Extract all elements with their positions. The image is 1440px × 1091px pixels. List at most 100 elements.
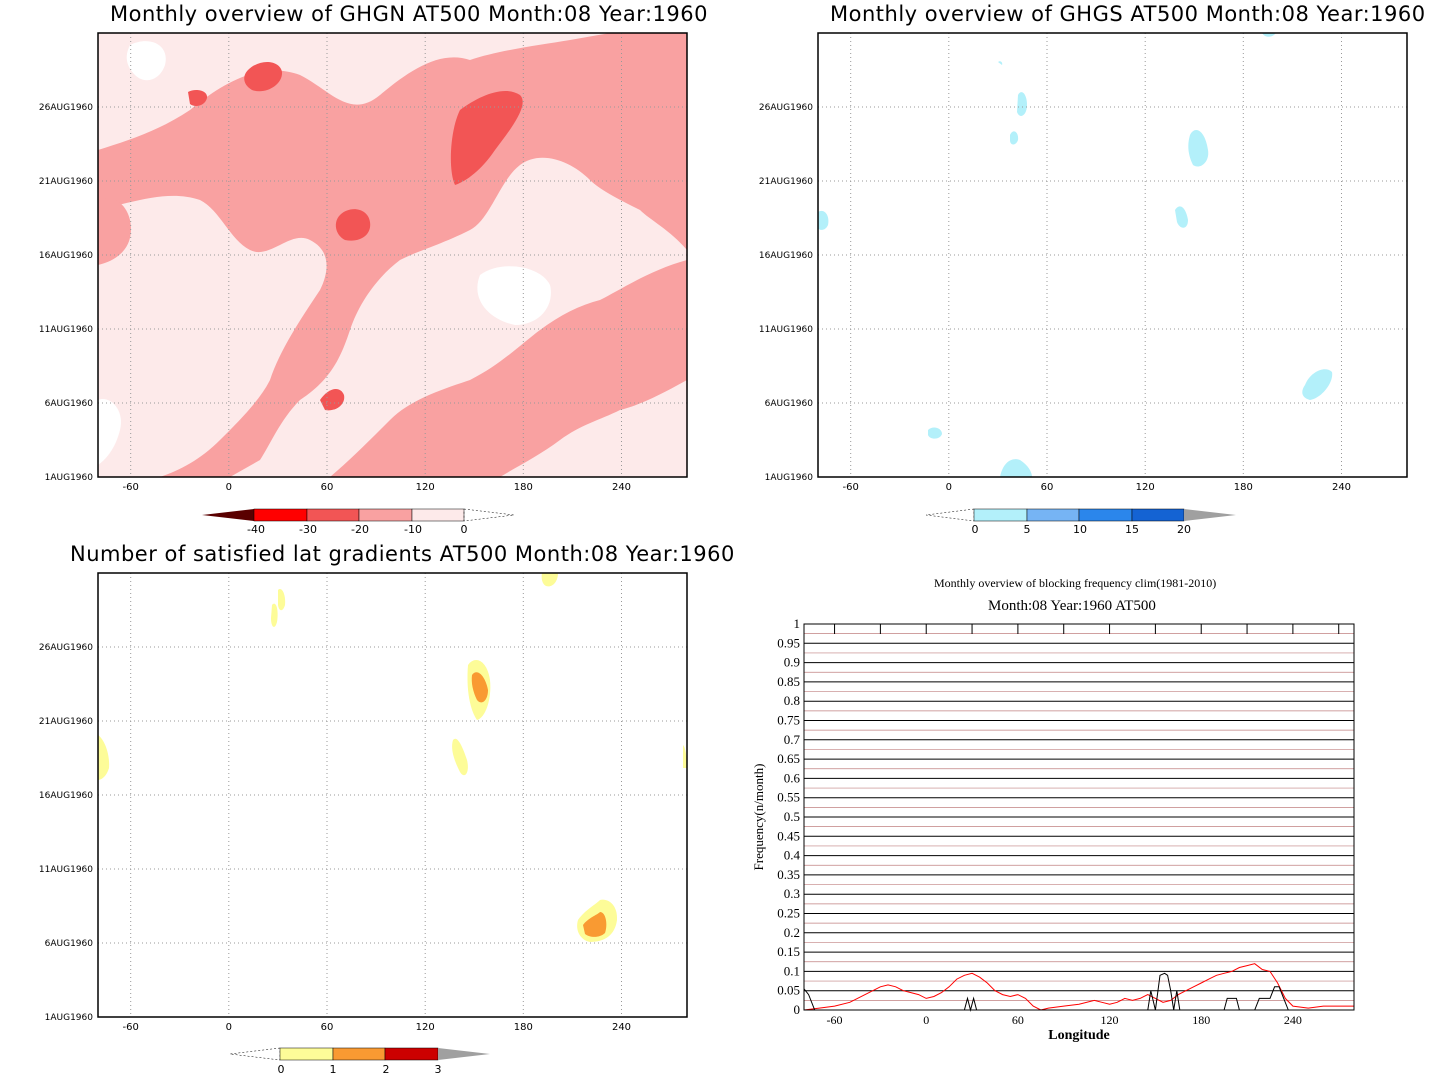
panel4-ytick-label: 0.05: [777, 983, 800, 998]
panel1-xtick-label: 0: [226, 482, 232, 493]
panel1-colorbar-label: -10: [404, 523, 422, 536]
panel3-title: Number of satisfied lat gradients AT500 …: [70, 542, 735, 566]
panel1-ytick-label: 11AUG1960: [39, 325, 93, 335]
panel1-colorbar-label: 0: [461, 523, 468, 536]
panel4-ytick-labels: 0 0.05 0.1 0.15 0.2 0.25 0.3 0.35 0.4 0.45 0.5 0.55…: [777, 616, 800, 1017]
panel2-ytick-label: 6AUG1960: [765, 399, 814, 409]
panel1-field-light-patch-3: [98, 399, 121, 465]
panel1-field-light-patch-2: [126, 41, 166, 81]
panel2-colorbar-extend-high: [1184, 509, 1236, 521]
panel3-ytick-label: 26AUG1960: [39, 643, 93, 653]
panel1-field-core-4: [320, 388, 345, 411]
panel3-colorbar-label: 1: [330, 1063, 337, 1076]
panel4-series: [803, 963, 1354, 1012]
panel4-ytick-label: 0.55: [777, 790, 800, 805]
panel4-grid: [804, 623, 1354, 1011]
panel3-colorbar-label: 0: [278, 1063, 285, 1076]
panel2-field-patch: [998, 61, 1003, 65]
panel3-ytick-label: 16AUG1960: [39, 791, 93, 801]
panel1-xtick-label: 120: [416, 482, 435, 493]
panel1-colorbar-label: -30: [299, 523, 317, 536]
panel3-field-patch-orange: [471, 672, 488, 703]
panel1-colorbar-swatch: [411, 508, 465, 522]
panel3-field-patch: [271, 603, 278, 627]
panel4-ylabel: Frequency(n/month): [751, 764, 766, 871]
panel3-xtick-label: -60: [123, 1022, 139, 1033]
panel2-xtick-labels: -60 0 60 120 180 240: [843, 482, 1352, 493]
panel4-ytick-label: 0.75: [777, 713, 800, 728]
panel1-xtick-label: 60: [321, 482, 334, 493]
panel2-ytick-label: 26AUG1960: [759, 103, 813, 113]
panel3-ytick-label: 6AUG1960: [45, 939, 94, 949]
panel2-frame: [817, 32, 1408, 478]
panel4-frame: [803, 623, 1355, 1011]
panel4-series-line: [803, 972, 1289, 1012]
panel1-colorbar-extend-high: [463, 508, 515, 522]
panel2-field-patch: [1302, 369, 1333, 400]
panel4-ytick-label: 0.95: [777, 635, 800, 650]
panel1-colorbar-label: -20: [351, 523, 369, 536]
panel2-field-patch: [1010, 131, 1019, 145]
panel3-xtick-label: 120: [416, 1022, 435, 1033]
panel3-colorbar: 0 1 2 3: [229, 1047, 490, 1076]
panel4-ytick-label: 0.5: [784, 809, 800, 824]
panel2-field-patch: [1175, 206, 1188, 228]
panel3-plot: -60 0 60 120 180 240 1AUG1960 6AUG1960 1…: [39, 572, 688, 1076]
panel2-field-patch: [818, 210, 829, 230]
panel1-colorbar-label: -40: [247, 523, 265, 536]
panel1-field-band-lower: [330, 260, 687, 477]
panel3-ytick-label: 21AUG1960: [39, 717, 93, 727]
panel3-colorbar-swatch: [384, 1047, 439, 1061]
panel1-ytick-labels: 1AUG1960 6AUG1960 11AUG1960 16AUG1960 21…: [39, 103, 93, 483]
panel1-plot: -60 0 60 120 180 240 1AUG1960 6AUG1960 1…: [39, 32, 688, 536]
panel4-ytick-label: 0.3: [784, 886, 800, 901]
panel4-ytick-label: 0.6: [784, 770, 801, 785]
panel2-colorbar-swatch: [973, 508, 1028, 522]
panel3-colorbar-swatch: [332, 1047, 386, 1061]
panel2-colorbar-label: 5: [1024, 523, 1031, 536]
panel4-ytick-label: 0.9: [784, 655, 800, 670]
panel4-xtick-labels: -60 0 60 120 180 240: [827, 1013, 1302, 1027]
panel2-xtick-label: 0: [946, 482, 952, 493]
panel4-ytick-label: 0.35: [777, 867, 800, 882]
panel2-ytick-labels: 1AUG1960 6AUG1960 11AUG1960 16AUG1960 21…: [759, 103, 813, 483]
panel3-field-patch: [683, 745, 687, 768]
panel2-ytick-label: 21AUG1960: [759, 177, 813, 187]
panel4-ytick-label: 0.2: [784, 925, 800, 940]
panel2-xtick-label: -60: [843, 482, 859, 493]
panel4-ytick-label: 0.7: [784, 732, 801, 747]
panel3-colorbar-extend-low: [229, 1047, 281, 1061]
panel2-ytick-label: 1AUG1960: [765, 473, 814, 483]
panel1-colorbar: -40 -30 -20 -10 0: [202, 508, 515, 536]
panel4-ytick-label: 0: [794, 1002, 801, 1017]
panel4-xlabel: Longitude: [1048, 1028, 1109, 1043]
panel1-frame: [97, 32, 688, 478]
panel3-frame: [97, 572, 688, 1018]
panel3-ytick-labels: 1AUG1960 6AUG1960 11AUG1960 16AUG1960 21…: [39, 643, 93, 1023]
panel4-series-line: [803, 963, 1354, 1011]
panel2-field-patch: [928, 427, 942, 439]
panel3-colorbar-label: 2: [383, 1063, 390, 1076]
panel2-grid: [818, 33, 1407, 477]
panel3-colorbar-extend-high: [438, 1048, 490, 1060]
panel2-colorbar-label: 20: [1177, 523, 1191, 536]
panel2-field-patch: [1188, 130, 1209, 167]
panel2-colorbar-label: 0: [972, 523, 979, 536]
panel3-colorbar-swatch: [279, 1047, 334, 1061]
panel2-field-patch: [1017, 92, 1027, 116]
panel2-colorbar-extend-low: [925, 508, 975, 522]
panel3-field-patch: [98, 735, 110, 780]
panel1-field-core-5: [188, 90, 208, 106]
panel3-ytick-label: 11AUG1960: [39, 865, 93, 875]
panel3-xtick-label: 180: [514, 1022, 533, 1033]
panel2-ytick-label: 11AUG1960: [759, 325, 813, 335]
panel1-xtick-label: 180: [514, 482, 533, 493]
panel1-xtick-label: -60: [123, 482, 139, 493]
panel1-field: [98, 33, 687, 477]
panel1-xtick-labels: -60 0 60 120 180 240: [123, 482, 632, 493]
panel1-field-core-1: [450, 90, 523, 185]
panel4-ytick-label: 1: [794, 616, 801, 631]
panel1-field-core-3: [244, 61, 283, 92]
panel2-field-patch: [1262, 33, 1276, 37]
panel4-top-ticks: [834, 624, 1340, 634]
